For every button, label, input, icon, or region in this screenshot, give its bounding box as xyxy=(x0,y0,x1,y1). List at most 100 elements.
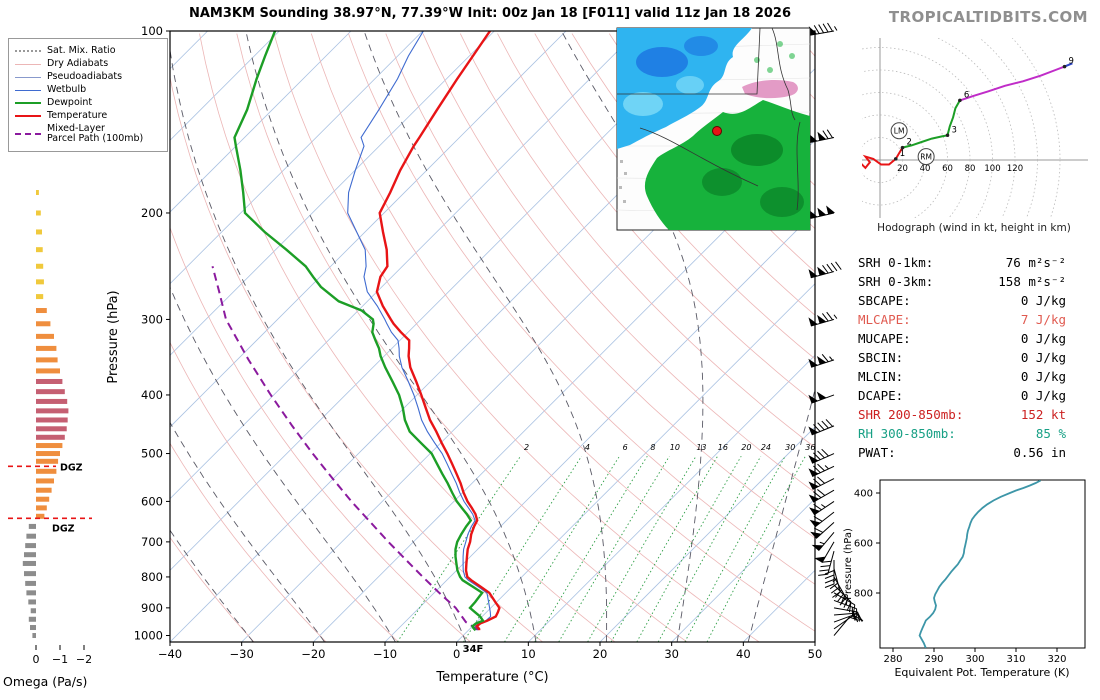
barb-feather xyxy=(814,527,824,533)
y-tick-label: 600 xyxy=(141,494,163,508)
barb-pennant xyxy=(810,531,822,539)
isotherm-line xyxy=(599,426,815,642)
barb-pennant xyxy=(811,544,824,551)
light-snow-patch xyxy=(676,76,704,94)
x-tick-label: −30 xyxy=(230,647,254,661)
barb-feather xyxy=(824,574,835,579)
state-border xyxy=(617,28,761,95)
index-row: SHR 200-850mb: 152 kt xyxy=(858,405,1066,424)
barb-feather xyxy=(826,263,833,273)
omega-bar xyxy=(28,523,36,529)
omega-bar xyxy=(28,599,36,605)
barb-pennant xyxy=(809,519,821,527)
legend-item: Dewpoint xyxy=(15,97,161,109)
state-border xyxy=(639,127,759,187)
isotherm-line xyxy=(528,354,815,642)
omega-bar xyxy=(36,398,68,404)
isotherm-line xyxy=(384,211,815,642)
barb-feather xyxy=(827,22,833,32)
mix-ratio-line xyxy=(463,455,582,642)
barb-feather xyxy=(830,587,840,594)
barb-pennant xyxy=(826,205,835,215)
barb-feather xyxy=(837,593,845,602)
index-value: 0 J/kg xyxy=(1020,331,1066,346)
barb-feather xyxy=(826,129,833,139)
barb-feather xyxy=(813,25,820,34)
omega-bar xyxy=(22,560,36,566)
omega-bar xyxy=(36,417,68,423)
barb-pennant xyxy=(809,507,820,515)
mix-ratio-label: 24 xyxy=(761,443,771,452)
index-label: SRH 0-1km: xyxy=(858,255,934,270)
pseudoadiabat-line xyxy=(245,31,537,642)
dewpoint-curve xyxy=(233,31,485,632)
legend-label: Pseudoadiabats xyxy=(47,70,123,82)
omega-bar xyxy=(36,426,67,432)
omega-bar xyxy=(26,533,36,539)
omega-tick-label: −1 xyxy=(52,653,68,666)
mix-ratio-label: 20 xyxy=(741,443,751,452)
heavy-snow-patch xyxy=(636,47,688,77)
barb-feather xyxy=(821,420,829,429)
mix-ratio-line xyxy=(558,455,670,642)
barb-feather xyxy=(832,591,841,598)
isotherm-line xyxy=(456,283,815,642)
omega-axis-title: Omega (Pa/s) xyxy=(3,674,87,689)
index-row: RH 300-850mb: 85 % xyxy=(858,424,1066,443)
index-value: 85 % xyxy=(1035,426,1066,441)
omega-bar xyxy=(36,468,57,474)
dry-adiabat-line xyxy=(385,33,815,539)
x-tick-label: −10 xyxy=(373,647,397,661)
mix-ratio-label: 16 xyxy=(718,443,728,452)
barb-feather xyxy=(813,424,821,432)
barb-feather xyxy=(817,476,825,484)
x-tick-label: 30 xyxy=(664,647,679,661)
y-tick-label: 500 xyxy=(141,447,163,461)
index-label: RH 300-850mb: xyxy=(858,426,956,441)
omega-bar xyxy=(36,443,63,449)
index-value: 76 m²s⁻² xyxy=(1005,255,1066,270)
barb-pennant xyxy=(808,426,819,435)
hodo-ring xyxy=(862,137,903,183)
hodo-ring xyxy=(862,47,993,218)
dry-adiabat-line xyxy=(310,33,815,632)
hodograph-grid: 20 40 60 80 100 120 12 3 6 9 xyxy=(862,38,1088,218)
surface-temp-label: 34F xyxy=(463,644,484,655)
heavy-snow-patch xyxy=(684,36,718,56)
barb-feather xyxy=(819,569,830,572)
dry-adiabat-line xyxy=(459,33,815,448)
omega-bar xyxy=(36,496,50,502)
hodo-ring xyxy=(1011,38,1061,218)
barb-feather xyxy=(813,465,821,474)
x-tick-label: 50 xyxy=(808,647,823,661)
barb-feather xyxy=(817,450,825,459)
dry-adiabat-line xyxy=(170,442,327,642)
barb-feather xyxy=(813,478,821,486)
omega-bar xyxy=(36,389,65,395)
barb-feather xyxy=(818,573,828,576)
barb-feather xyxy=(817,422,825,431)
barb-pennant xyxy=(808,209,818,219)
barb-feather xyxy=(813,515,823,522)
legend-swatch xyxy=(15,133,41,136)
legend-label: Temperature xyxy=(47,109,108,121)
y-tick-label: 900 xyxy=(141,601,163,615)
barb-feather xyxy=(829,582,839,590)
barb-feather xyxy=(817,489,826,496)
map-content xyxy=(617,28,810,230)
barb-feather xyxy=(857,611,861,622)
x-tick-label: −40 xyxy=(158,647,182,661)
pseudoadiabat-line xyxy=(561,31,704,642)
isotherm-line xyxy=(671,498,815,642)
y-tick-label: 700 xyxy=(141,535,163,549)
te-y-axis-title: Pressure (hPa) xyxy=(843,528,854,600)
index-value: 0 J/kg xyxy=(1020,350,1066,365)
barb-feather xyxy=(822,23,829,33)
barb-feather xyxy=(824,579,835,584)
map-clutter-speckle xyxy=(619,186,622,189)
rain-speckle xyxy=(777,41,783,47)
isotherm-line xyxy=(170,31,567,428)
barb-pennant xyxy=(817,266,827,276)
isotherm-line xyxy=(170,31,423,285)
omega-bar xyxy=(36,368,60,374)
